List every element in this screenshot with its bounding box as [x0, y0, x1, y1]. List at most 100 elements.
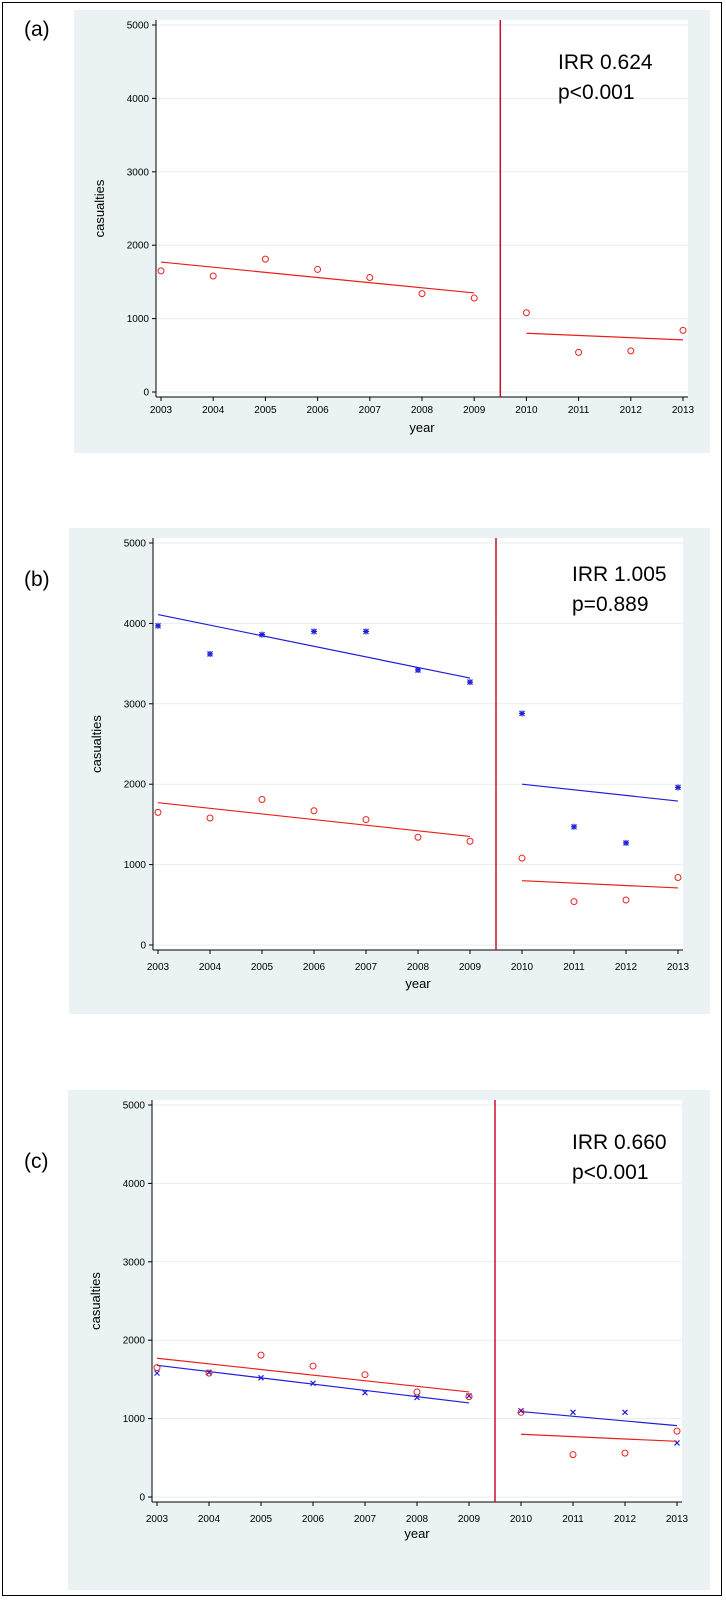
y-tick-label-c: 4000 — [123, 1179, 146, 1190]
y-tick-label-c: 0 — [139, 1493, 145, 1504]
y-axis-title-b: casualties — [89, 715, 104, 773]
y-axis-title-a: casualties — [92, 179, 107, 237]
data-point-a-0-2011 — [575, 348, 583, 356]
data-point-b-1-2010 — [518, 854, 526, 862]
data-point-a-0-2009 — [470, 294, 478, 302]
data-point-a-0-2013 — [679, 326, 687, 334]
data-point-a-0-2006 — [314, 265, 322, 273]
annotation-c-irr: IRR 0.660 — [572, 1131, 667, 1154]
x-axis-title-a: year — [409, 420, 435, 435]
x-tick-label-c: 2010 — [510, 1514, 533, 1525]
data-point-b-1-2012 — [622, 896, 630, 904]
annotation-b-irr: IRR 1.005 — [572, 563, 667, 586]
data-point-c-0-2008 — [414, 1394, 420, 1401]
y-tick-label-c: 1000 — [123, 1414, 146, 1425]
x-tick-label-c: 2009 — [458, 1514, 481, 1525]
x-tick-label-a: 2013 — [672, 405, 695, 416]
data-point-a-0-2008 — [418, 290, 426, 298]
annotation-b: IRR 1.005 p=0.889 — [572, 560, 667, 620]
fit-line-pre-b-1 — [157, 802, 471, 838]
x-tick-label-c: 2007 — [354, 1514, 377, 1525]
plot-area-c — [152, 1100, 682, 1502]
y-tick-label-b: 3000 — [124, 699, 147, 710]
data-point-b-1-2006 — [310, 807, 318, 815]
data-point-c-0-2007 — [362, 1389, 368, 1396]
y-tick-label-a: 0 — [143, 388, 149, 399]
annotation-c-p: p<0.001 — [572, 1161, 649, 1184]
annotation-c: IRR 0.660 p<0.001 — [572, 1128, 667, 1188]
x-tick-label-c: 2005 — [250, 1514, 273, 1525]
panel-label-c: (c) — [24, 1150, 49, 1173]
chart-a: 0 1000 2000 3000 4000 5000 2003 2004 2005 2006 200… — [92, 20, 695, 435]
data-point-b-0-2010 — [519, 710, 525, 717]
x-tick-label-a: 2011 — [568, 405, 590, 416]
fit-line-pre-c-1 — [156, 1357, 470, 1393]
data-point-a-0-2012 — [627, 347, 635, 355]
data-point-b-1-2004 — [206, 814, 214, 822]
data-point-c-0-2005 — [258, 1374, 264, 1381]
data-point-b-0-2006 — [311, 628, 317, 635]
data-point-c-1-2010 — [517, 1408, 525, 1416]
x-axis-title-b: year — [405, 976, 431, 991]
x-tick-label-c: 2012 — [614, 1514, 637, 1525]
x-tick-label-c: 2004 — [198, 1514, 221, 1525]
data-point-c-0-2011 — [570, 1409, 576, 1416]
data-point-b-1-2013 — [674, 873, 682, 881]
x-tick-label-a: 2012 — [620, 405, 643, 416]
annotation-a-irr: IRR 0.624 — [558, 51, 653, 74]
annotation-b-p: p=0.889 — [572, 593, 649, 616]
data-point-b-0-2013 — [675, 784, 681, 791]
data-point-a-0-2007 — [366, 273, 374, 281]
annotation-a: IRR 0.624 p<0.001 — [558, 48, 653, 108]
data-point-c-1-2012 — [621, 1449, 629, 1457]
plot-area-a — [156, 20, 688, 397]
panel-c: 0 1000 2000 3000 4000 5000 2003 2004 2005 2006 200… — [24, 1090, 710, 1590]
data-point-c-1-2006 — [309, 1362, 317, 1370]
data-point-b-0-2008 — [415, 667, 421, 674]
data-point-b-1-2009 — [466, 837, 474, 845]
x-tick-label-a: 2003 — [150, 405, 173, 416]
panel-a: 0 1000 2000 3000 4000 5000 2003 2004 2005 2006 200… — [24, 10, 710, 453]
y-tick-label-a: 4000 — [127, 94, 150, 105]
data-point-b-0-2009 — [467, 679, 473, 686]
data-point-c-1-2003 — [153, 1364, 161, 1372]
x-tick-label-a: 2008 — [411, 405, 434, 416]
y-tick-label-b: 4000 — [124, 619, 147, 630]
x-tick-label-b: 2011 — [563, 962, 585, 973]
data-point-a-0-2003 — [157, 267, 165, 275]
data-point-c-0-2006 — [310, 1380, 316, 1387]
x-tick-label-b: 2010 — [511, 962, 534, 973]
y-tick-label-c: 2000 — [123, 1336, 146, 1347]
x-tick-label-c: 2003 — [146, 1514, 169, 1525]
fit-line-post-c-0 — [520, 1410, 678, 1427]
data-point-b-1-2007 — [362, 816, 370, 824]
plot-area-b — [153, 538, 683, 950]
x-tick-label-a: 2006 — [306, 405, 329, 416]
fit-line-pre-a-0 — [160, 261, 475, 294]
data-point-c-1-2011 — [569, 1451, 577, 1459]
x-tick-label-a: 2009 — [463, 405, 486, 416]
x-tick-label-c: 2006 — [302, 1514, 325, 1525]
data-point-b-1-2005 — [258, 795, 266, 803]
y-tick-label-b: 1000 — [124, 860, 147, 871]
x-tick-label-b: 2013 — [667, 962, 690, 973]
data-point-c-0-2010 — [518, 1407, 524, 1414]
data-point-a-0-2010 — [522, 309, 530, 317]
panel-label-a: (a) — [24, 18, 50, 41]
data-point-c-0-2012 — [622, 1409, 628, 1416]
data-point-b-0-2005 — [259, 631, 265, 638]
y-tick-label-c: 3000 — [123, 1257, 146, 1268]
x-tick-label-a: 2004 — [202, 405, 225, 416]
panel-b: 0 1000 2000 3000 4000 5000 2003 2004 2005 2006 200… — [24, 528, 710, 1014]
x-tick-label-b: 2004 — [199, 962, 222, 973]
x-tick-label-c: 2013 — [666, 1514, 689, 1525]
fit-line-post-b-1 — [521, 880, 679, 889]
x-tick-label-b: 2007 — [355, 962, 378, 973]
data-point-b-0-2012 — [623, 839, 629, 846]
fit-line-post-c-1 — [520, 1433, 678, 1442]
y-tick-label-a: 2000 — [127, 241, 150, 252]
data-point-a-0-2004 — [209, 272, 217, 280]
y-tick-label-c: 5000 — [123, 1101, 146, 1112]
y-tick-label-b: 5000 — [124, 539, 147, 550]
